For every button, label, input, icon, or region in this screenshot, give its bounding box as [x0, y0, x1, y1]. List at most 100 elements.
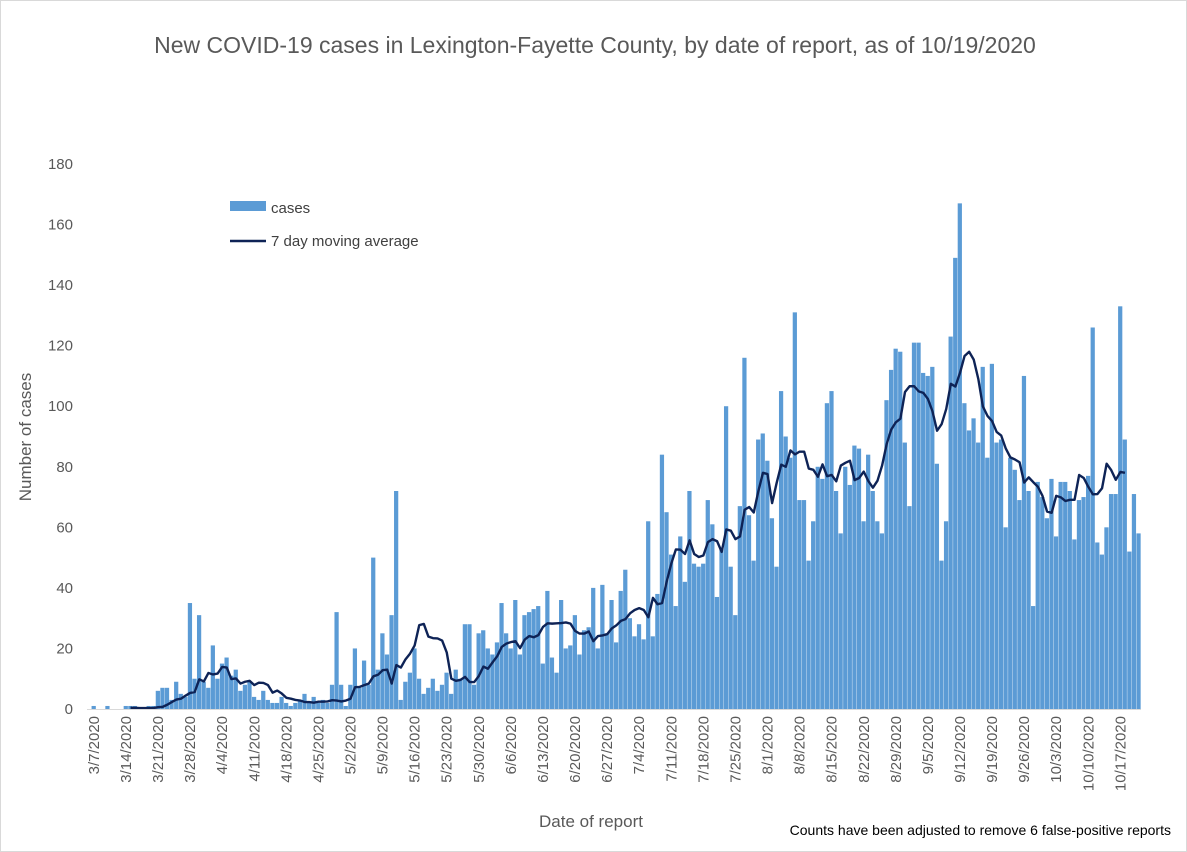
bar — [668, 554, 674, 709]
bar — [1108, 494, 1114, 709]
bar — [229, 675, 234, 709]
bar — [288, 705, 293, 709]
bar — [412, 648, 417, 709]
bar — [829, 391, 834, 709]
bar — [636, 624, 642, 709]
bar — [449, 693, 454, 709]
bar — [1095, 542, 1100, 709]
x-axis-label: Date of report — [539, 812, 643, 831]
y-tick-label: 100 — [48, 398, 73, 415]
bar — [403, 681, 408, 709]
bar — [595, 648, 600, 709]
bar — [164, 687, 170, 709]
bar — [421, 693, 426, 709]
bar — [843, 466, 848, 709]
bar — [714, 596, 720, 709]
x-tick-label: 5/9/2020 — [375, 716, 392, 774]
bar — [105, 705, 110, 709]
bar — [462, 624, 467, 709]
bar — [490, 654, 495, 709]
bar — [824, 403, 830, 709]
y-tick-label: 80 — [56, 459, 73, 476]
y-axis-label: Number of cases — [16, 373, 35, 502]
y-tick-label: 60 — [56, 519, 73, 536]
bar — [1104, 527, 1109, 709]
bar — [183, 696, 188, 709]
bar — [760, 433, 765, 709]
bar — [504, 633, 509, 709]
bar — [742, 357, 747, 709]
bar — [1131, 494, 1137, 709]
x-tick-label: 5/23/2020 — [439, 716, 456, 783]
bar — [609, 600, 614, 709]
bar — [705, 500, 710, 709]
bar — [701, 563, 706, 709]
bar — [948, 336, 953, 709]
bar — [632, 636, 637, 709]
bar — [261, 690, 266, 709]
bar — [774, 566, 779, 709]
bar — [192, 678, 197, 709]
legend-label-cases: cases — [271, 200, 310, 217]
x-tick-label: 3/7/2020 — [86, 716, 103, 774]
chart-title: New COVID-19 cases in Lexington-Fayette … — [154, 32, 1036, 58]
bar — [160, 687, 165, 709]
bar — [517, 654, 522, 709]
x-tick-label: 7/4/2020 — [631, 716, 648, 774]
y-tick-label: 180 — [48, 156, 73, 173]
bar — [861, 521, 866, 709]
bar — [352, 648, 358, 709]
bar — [563, 648, 568, 709]
bar — [820, 478, 825, 709]
bar — [430, 678, 435, 709]
x-tick-label: 8/22/2020 — [856, 716, 873, 783]
bar — [554, 672, 559, 709]
bar — [540, 663, 545, 709]
bar — [811, 521, 816, 709]
moving-average-line — [130, 350, 1126, 710]
bar — [476, 633, 481, 709]
x-tick-label: 7/11/2020 — [663, 716, 680, 782]
x-tick-label: 7/18/2020 — [695, 716, 712, 783]
x-axis-ticks: 3/7/2020 3/14/2020 3/21/2020 3/28/2020 4/4/2… — [86, 716, 1130, 791]
bar — [893, 348, 898, 709]
bar — [513, 600, 518, 709]
bar — [334, 612, 339, 709]
bar — [930, 366, 935, 709]
x-tick-label: 4/25/2020 — [310, 716, 327, 783]
bar — [765, 460, 770, 709]
bar — [545, 590, 550, 709]
bar — [879, 533, 885, 709]
bar — [870, 491, 875, 709]
bar — [673, 606, 678, 709]
bar — [976, 442, 981, 709]
bar — [778, 391, 784, 709]
bar — [389, 615, 394, 709]
bar — [1012, 469, 1017, 709]
bar — [916, 342, 921, 709]
bar — [178, 693, 183, 709]
legend: cases 7 day moving average — [230, 200, 419, 250]
bar — [801, 500, 807, 709]
x-tick-label: 8/1/2020 — [760, 716, 777, 774]
bar — [91, 705, 96, 709]
legend-swatch-cases — [230, 201, 266, 211]
bar — [641, 639, 646, 709]
bar — [723, 406, 729, 709]
bar — [921, 372, 926, 709]
bar — [426, 687, 431, 709]
bar — [526, 612, 532, 709]
bar — [458, 678, 463, 709]
bar — [998, 439, 1004, 709]
bar — [219, 663, 225, 709]
x-tick-label: 5/30/2020 — [471, 716, 488, 783]
bar — [1058, 481, 1063, 709]
bar — [898, 351, 903, 709]
bar — [366, 684, 371, 709]
bar — [943, 521, 949, 709]
bar — [1076, 500, 1082, 709]
legend-label-moving-average: 7 day moving average — [271, 233, 419, 250]
x-tick-label: 9/12/2020 — [952, 716, 969, 783]
x-tick-label: 6/6/2020 — [503, 716, 520, 774]
